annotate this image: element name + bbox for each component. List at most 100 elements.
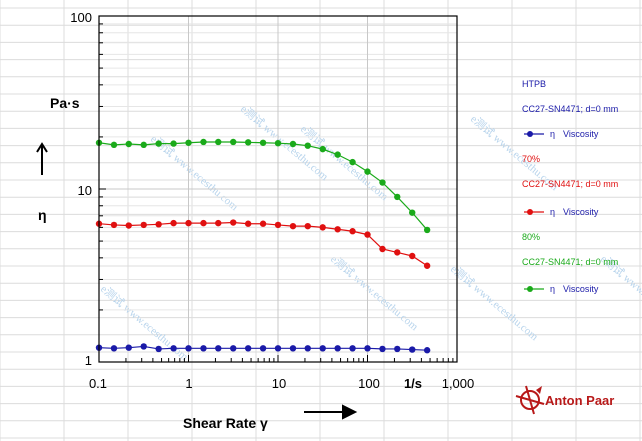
legend-label: Viscosity xyxy=(563,284,599,294)
data-point xyxy=(364,168,371,175)
legend-subtitle: CC27-SN4471; d=0 mm xyxy=(522,179,618,189)
y-symbol-label: η xyxy=(38,207,47,223)
data-point xyxy=(274,345,282,352)
brand-name: Anton Paar xyxy=(545,393,614,408)
data-point xyxy=(110,221,118,229)
anton-paar-icon xyxy=(515,385,545,415)
data-point xyxy=(423,262,431,269)
x-arrow-icon xyxy=(304,404,358,420)
data-point xyxy=(185,139,192,146)
data-point xyxy=(259,345,267,352)
data-point xyxy=(140,343,147,350)
data-point xyxy=(259,220,267,227)
data-point xyxy=(200,219,207,227)
data-point xyxy=(140,221,147,229)
data-point xyxy=(319,345,326,352)
data-point xyxy=(409,346,416,353)
data-point xyxy=(379,179,386,186)
data-point xyxy=(423,347,431,354)
legend-marker-htpb xyxy=(527,131,533,137)
data-point xyxy=(334,226,341,233)
data-point xyxy=(364,345,371,352)
legend-marker-70 xyxy=(527,209,533,215)
data-point xyxy=(155,345,162,353)
legend-title: HTPB xyxy=(522,79,546,89)
data-point xyxy=(110,141,118,149)
legend-subtitle: CC27-SN4471; d=0 mm xyxy=(522,104,618,114)
legend-subtitle: CC27-SN4471; d=0 mm xyxy=(522,257,618,267)
axes xyxy=(98,15,458,363)
data-point xyxy=(244,139,252,146)
y-tick-label: 10 xyxy=(78,183,92,198)
data-point xyxy=(110,345,118,352)
data-point xyxy=(170,345,177,352)
legend-label: Viscosity xyxy=(563,207,599,217)
data-point xyxy=(319,145,326,153)
data-point xyxy=(289,222,297,230)
data-point xyxy=(409,252,416,260)
x-tick-label: 100 xyxy=(358,376,380,391)
legend-symbol: η xyxy=(550,284,555,294)
legend-label: Viscosity xyxy=(563,129,599,139)
legend-symbol: η xyxy=(550,129,555,139)
data-point xyxy=(289,345,297,352)
legend-title: 70% xyxy=(522,154,540,164)
data-point xyxy=(140,141,147,149)
data-point xyxy=(394,193,401,201)
anton-paar-logo: Anton Paar xyxy=(515,385,614,415)
data-point xyxy=(304,345,311,352)
x-tick-label: 1 xyxy=(185,376,192,391)
data-point xyxy=(304,142,311,149)
data-point xyxy=(259,139,267,146)
data-point xyxy=(244,345,252,352)
data-point xyxy=(349,345,356,352)
data-point xyxy=(230,219,237,226)
legend-symbol: η xyxy=(550,207,555,217)
data-point xyxy=(394,249,401,256)
data-point xyxy=(423,226,431,234)
x-tick-label: 10 xyxy=(272,376,286,391)
data-point xyxy=(155,221,162,228)
x-tick-label: 1,000 xyxy=(442,376,475,391)
data-point xyxy=(230,345,237,352)
x-tick-label: 0.1 xyxy=(89,376,107,391)
data-point xyxy=(349,228,356,235)
x-axis-label: Shear Rate γ xyxy=(183,415,268,431)
data-point xyxy=(289,140,297,148)
data-point xyxy=(409,209,416,216)
data-point xyxy=(200,138,207,146)
data-point xyxy=(125,344,132,351)
y-tick-label: 1 xyxy=(85,353,92,368)
data-point xyxy=(364,231,371,238)
data-point xyxy=(170,219,177,227)
y-tick-label: 100 xyxy=(70,10,92,25)
data-point xyxy=(185,345,192,352)
legend-marker-80 xyxy=(527,286,533,292)
y-unit-label: Pa·s xyxy=(50,95,80,111)
data-point xyxy=(230,138,237,146)
legend-title: 80% xyxy=(522,232,540,242)
data-point xyxy=(170,140,177,147)
data-point xyxy=(200,345,207,352)
data-point xyxy=(334,345,341,352)
plot-grid xyxy=(98,16,457,363)
data-point xyxy=(379,245,386,253)
data-point xyxy=(274,221,282,229)
data-point xyxy=(215,345,222,352)
series-layer xyxy=(95,138,431,354)
data-point xyxy=(274,139,282,147)
legend: HTPB CC27-SN4471; d=0 mm η Viscosity 70%… xyxy=(522,79,618,294)
data-point xyxy=(244,220,252,227)
data-point xyxy=(304,222,311,230)
data-point xyxy=(215,138,222,146)
data-point xyxy=(215,219,222,227)
data-point xyxy=(125,140,132,148)
data-point xyxy=(185,219,192,227)
data-point xyxy=(125,222,132,229)
data-point xyxy=(394,345,401,353)
data-point xyxy=(319,224,326,231)
x-unit-label: 1/s xyxy=(404,376,422,391)
y-arrow-icon xyxy=(36,142,48,175)
